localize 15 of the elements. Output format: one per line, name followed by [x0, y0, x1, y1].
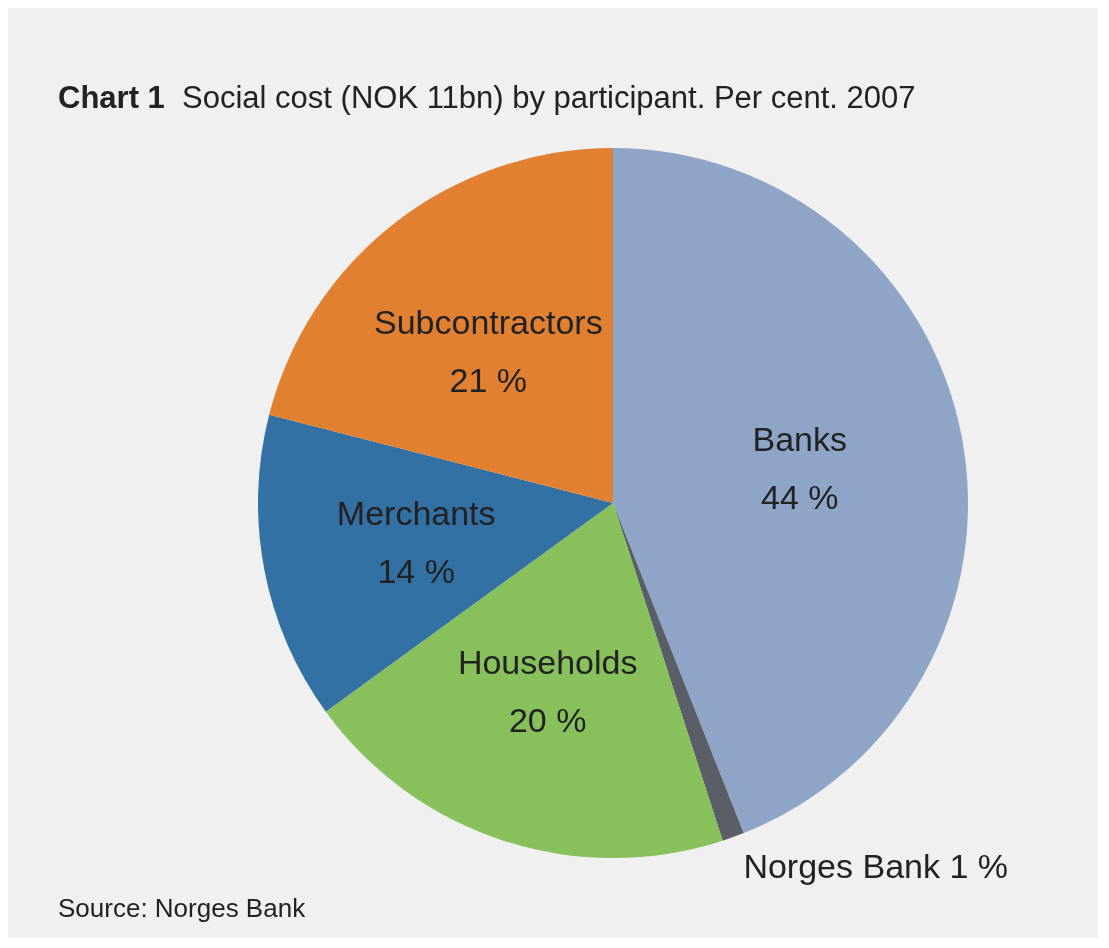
slice-label: Merchants: [336, 493, 496, 532]
chart-title: Chart 1: [58, 80, 165, 115]
chart-subtitle: Social cost (NOK 11bn) by participant. Per cent. 2007: [182, 80, 916, 115]
data-label: 21 %: [449, 360, 528, 399]
slice-label: Norges Bank: [743, 847, 940, 886]
slice-label: Subcontractors: [373, 302, 603, 341]
pie-slice: [325, 503, 723, 858]
data-label: 14 %: [377, 551, 455, 590]
source-note: Source: Norges Bank: [58, 893, 306, 924]
slice-label: Banks: [752, 420, 848, 459]
pie-slice: [269, 148, 613, 503]
data-label: 1 %: [949, 847, 1009, 886]
data-label: 20 %: [508, 700, 587, 739]
data-label: 44 %: [761, 478, 839, 517]
slice-label: Households: [457, 642, 638, 681]
